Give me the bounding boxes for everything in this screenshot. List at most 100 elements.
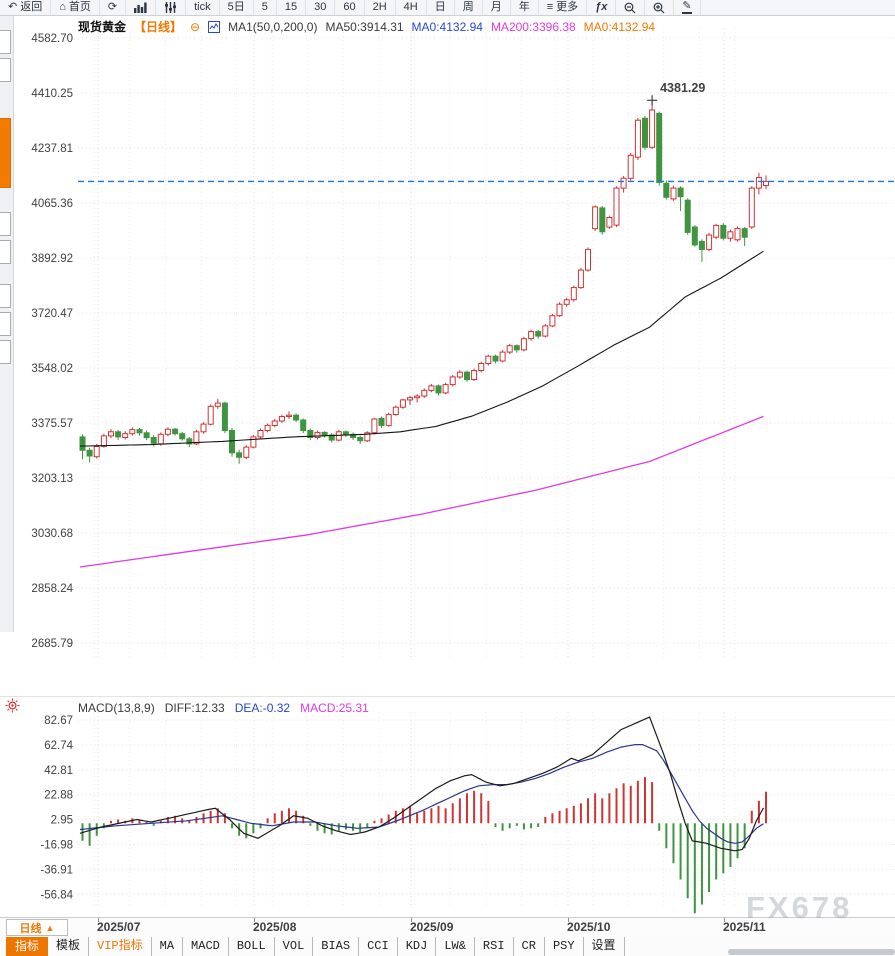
candle <box>115 431 122 438</box>
candle <box>727 231 734 239</box>
tick-button[interactable]: tick <box>186 0 220 15</box>
sidebar-item[interactable] <box>0 58 11 82</box>
candle <box>620 177 627 189</box>
macd-diff-value: DIFF:12.33 <box>164 701 225 715</box>
home-button[interactable]: ⌂ 首页 <box>51 0 100 15</box>
candle <box>499 351 506 362</box>
candle <box>378 417 385 426</box>
tab-kdj[interactable]: KDJ <box>398 937 437 956</box>
more-button[interactable]: ≡ 更多 <box>539 0 588 15</box>
tab-ma[interactable]: MA <box>152 937 184 956</box>
indicator-panel-button[interactable] <box>156 0 187 15</box>
tab-cci[interactable]: CCI <box>359 937 398 956</box>
period-2h-button[interactable]: 2H <box>365 0 396 15</box>
period-week-button[interactable]: 周 <box>455 0 483 15</box>
candle <box>214 402 221 407</box>
x-axis-label: 2025/10 <box>567 920 611 934</box>
ma0-value-blue: MA0:4132.94 <box>411 19 483 34</box>
draw-button[interactable]: ✎ <box>674 0 701 15</box>
refresh-button[interactable]: ⟳ <box>100 0 127 15</box>
pencil-icon: ✎ <box>682 0 692 14</box>
candle <box>549 315 556 327</box>
collapse-icon[interactable]: ⊖ <box>190 19 201 34</box>
candle <box>592 206 599 230</box>
sidebar-item[interactable] <box>0 284 11 308</box>
candle <box>456 371 463 378</box>
period-year-button[interactable]: 年 <box>511 0 539 15</box>
period-15-button[interactable]: 15 <box>277 0 307 15</box>
sidebar-item-active[interactable] <box>0 118 11 188</box>
chart-type-button[interactable] <box>126 0 157 15</box>
candle <box>435 385 442 394</box>
candle <box>656 113 663 183</box>
tab-rsi[interactable]: RSI <box>475 937 514 956</box>
period-60-button[interactable]: 60 <box>335 0 365 15</box>
period-4h-button[interactable]: 4H <box>396 0 427 15</box>
sidebar-item[interactable] <box>0 30 11 54</box>
tab-macd[interactable]: MACD <box>183 937 229 956</box>
candle <box>755 177 762 189</box>
sidebar-item[interactable] <box>0 212 11 236</box>
candle <box>157 433 164 445</box>
candle <box>143 432 150 439</box>
tab-psy[interactable]: PSY <box>545 937 584 956</box>
tab-indicator[interactable]: 指标 <box>6 937 49 956</box>
candle <box>485 355 492 365</box>
sidebar-item[interactable] <box>0 312 11 336</box>
candle <box>599 207 606 233</box>
candle <box>236 452 243 458</box>
tab-vip[interactable]: VIP指标 <box>89 937 152 956</box>
ma200-value: MA200:3396.38 <box>490 19 576 34</box>
zoom-out-button[interactable] <box>616 0 646 15</box>
candle <box>335 431 342 441</box>
candle <box>93 446 100 458</box>
back-button[interactable]: ↶ 返回 <box>0 0 52 15</box>
macd-header: MACD(13,8,9) DIFF:12.33 DEA:-0.32 MACD:2… <box>78 701 369 715</box>
toolbar-button-label: 60 <box>343 1 356 13</box>
sidebar-item[interactable] <box>0 240 11 264</box>
tab-vol[interactable]: VOL <box>275 937 314 956</box>
candle <box>164 428 171 435</box>
candle <box>449 376 456 386</box>
mini-chart-icon <box>208 20 221 33</box>
horizontal-scrollbar[interactable] <box>728 949 895 955</box>
candle <box>200 423 207 433</box>
tab-bias[interactable]: BIAS <box>313 937 360 956</box>
refresh-icon: ⟳ <box>107 1 118 13</box>
ma50-value: MA50:3914.31 <box>325 19 404 34</box>
tab-boll[interactable]: BOLL <box>229 937 275 956</box>
tab-settings[interactable]: 设置 <box>584 937 625 956</box>
candle <box>357 437 364 442</box>
price-axis-label: 4065.36 <box>31 198 73 210</box>
sidebar-item[interactable] <box>0 340 11 364</box>
period-month-button[interactable]: 月 <box>483 0 511 15</box>
indicator-settings-icon[interactable] <box>5 698 20 718</box>
candle <box>307 430 314 438</box>
bar-chart-icon <box>134 2 147 13</box>
macd-macd-value: MACD:25.31 <box>300 701 369 715</box>
period-30-button[interactable]: 30 <box>306 0 336 15</box>
candle <box>706 234 713 250</box>
candle <box>342 431 349 435</box>
tab-lw[interactable]: LW& <box>436 937 475 956</box>
tab-template[interactable]: 模板 <box>48 937 90 956</box>
candle <box>520 338 527 351</box>
candle <box>414 395 421 399</box>
period-day-button[interactable]: 日 <box>427 0 455 15</box>
zoom-in-icon <box>653 2 665 14</box>
candle <box>271 420 278 426</box>
candle <box>563 299 570 305</box>
candle <box>464 371 470 381</box>
period-selector-dropdown[interactable]: 日线 ▲ <box>6 919 68 936</box>
candle <box>670 187 677 200</box>
candle <box>570 287 577 301</box>
toolbar-button-label: 5日 <box>227 1 245 13</box>
zoom-in-button[interactable] <box>645 0 675 15</box>
fx-button[interactable]: ƒx <box>587 0 617 15</box>
period-5-button[interactable]: 5 <box>254 0 277 15</box>
home-icon: ⌂ <box>59 1 66 13</box>
tab-cr[interactable]: CR <box>514 937 545 956</box>
candle <box>186 438 193 445</box>
period-5d-button[interactable]: 5日 <box>220 0 254 15</box>
